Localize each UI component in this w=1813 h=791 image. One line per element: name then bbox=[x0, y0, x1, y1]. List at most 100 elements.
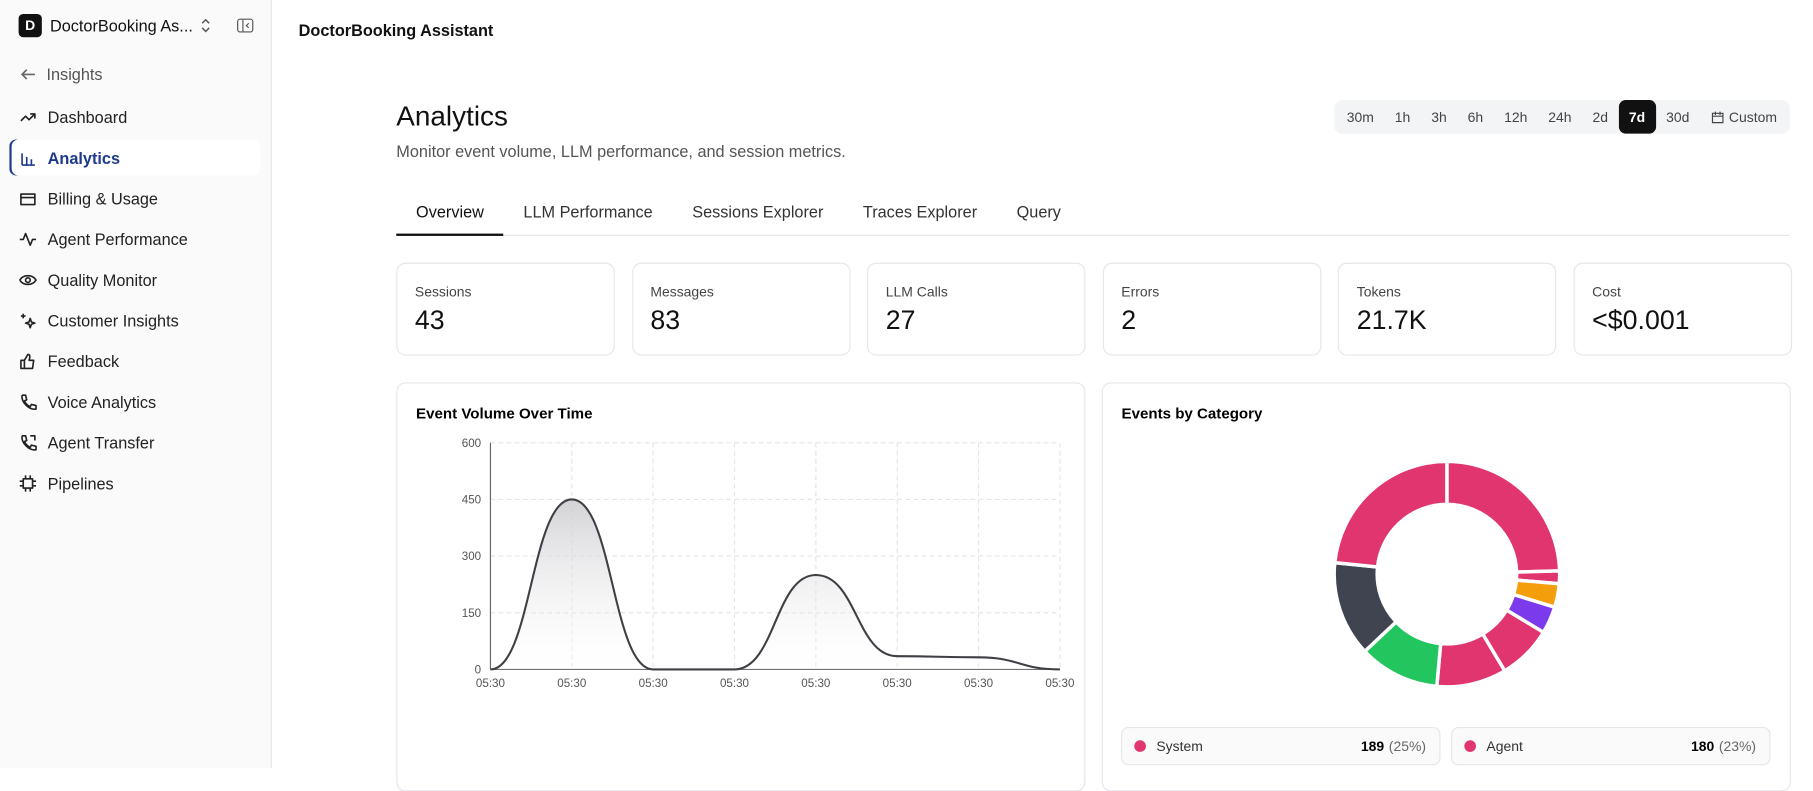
legend-item bbox=[1120, 726, 1441, 766]
nav-item[interactable]: Agent Performance bbox=[9, 221, 260, 257]
icon-path bbox=[21, 435, 37, 451]
nav-item[interactable]: Dashboard bbox=[9, 99, 260, 135]
nav-label[interactable]: Feedback bbox=[47, 352, 120, 371]
legend-dot bbox=[1134, 740, 1146, 752]
chevrons-icon[interactable] bbox=[198, 16, 214, 35]
nav-icon bbox=[19, 475, 37, 493]
x-tick-label: 05:30 bbox=[720, 677, 749, 690]
legend-percent: (25%) bbox=[1389, 738, 1426, 754]
x-tick-label: 05:30 bbox=[1045, 677, 1074, 690]
time-range-button[interactable]: Custom bbox=[1700, 100, 1788, 134]
time-range-label[interactable]: 7d bbox=[1628, 108, 1646, 125]
time-range-label[interactable]: 2d bbox=[1592, 108, 1609, 125]
nav-item[interactable]: Quality Monitor bbox=[9, 262, 260, 298]
time-range-label[interactable]: Custom bbox=[1728, 108, 1777, 125]
nav-icon bbox=[20, 192, 36, 205]
legend-item bbox=[1450, 726, 1771, 766]
nav-label[interactable]: Agent Transfer bbox=[47, 433, 155, 453]
time-range-button[interactable]: 30d bbox=[1656, 100, 1700, 134]
legend-label: System bbox=[1156, 738, 1202, 754]
chart-title: Events by Category bbox=[1122, 405, 1264, 422]
nav-item[interactable]: Voice Analytics bbox=[9, 384, 260, 420]
nav-label[interactable]: Dashboard bbox=[47, 107, 128, 127]
time-range-button[interactable]: 30m bbox=[1336, 100, 1384, 134]
tab[interactable]: Sessions Explorer bbox=[692, 202, 824, 221]
nav-label[interactable]: Billing & Usage bbox=[47, 189, 158, 208]
time-range-button[interactable]: 24h bbox=[1538, 100, 1582, 134]
time-range-label[interactable]: 30m bbox=[1346, 108, 1374, 125]
tab[interactable]: LLM Performance bbox=[523, 202, 653, 221]
nav-icon bbox=[21, 152, 35, 166]
line bbox=[490, 498, 1060, 671]
time-range-label[interactable]: 6h bbox=[1467, 108, 1484, 125]
nav-label[interactable]: Analytics bbox=[47, 148, 120, 167]
legend-dot bbox=[1464, 740, 1476, 752]
nav-icon bbox=[19, 232, 37, 246]
stat-card: Errors 2 bbox=[1102, 262, 1322, 356]
x-tick-label: 05:30 bbox=[639, 677, 668, 690]
workspace-logo[interactable]: D bbox=[18, 13, 42, 38]
icon-path bbox=[19, 475, 37, 493]
back-link[interactable]: Insights bbox=[46, 65, 103, 84]
time-range-label[interactable]: 3h bbox=[1431, 108, 1447, 125]
page-subtitle: Monitor event volume, LLM performance, a… bbox=[396, 141, 846, 161]
pie-slice bbox=[1332, 459, 1449, 569]
x-tick-label: 05:30 bbox=[964, 677, 993, 690]
area bbox=[490, 499, 1060, 670]
header-title: DoctorBooking Assistant bbox=[298, 20, 494, 40]
time-range-button[interactable]: 12h bbox=[1494, 100, 1538, 134]
time-range-label[interactable]: 12h bbox=[1504, 108, 1528, 125]
time-range-label[interactable]: 30d bbox=[1666, 108, 1690, 125]
workspace-name[interactable]: DoctorBooking As... bbox=[49, 16, 193, 35]
time-range-button[interactable]: 2d bbox=[1582, 100, 1618, 134]
nav-item[interactable]: Billing & Usage bbox=[9, 180, 260, 216]
pie-card: Events by Category System (25%) 189 Agent (23… bbox=[1101, 382, 1791, 791]
icon-path bbox=[21, 152, 35, 166]
tab[interactable]: Overview bbox=[396, 188, 505, 236]
icon-path bbox=[20, 192, 36, 205]
legend-value: 180 bbox=[1691, 738, 1715, 754]
stat-label: LLM Calls bbox=[885, 283, 948, 300]
calendar-icon bbox=[1711, 110, 1724, 123]
line-card: Event Volume Over Time 0 150 300 450 600 05:30… bbox=[396, 382, 1086, 791]
y-tick-label: 0 bbox=[475, 663, 481, 676]
tab[interactable]: Query bbox=[1016, 202, 1061, 221]
nav-item[interactable]: Agent Transfer bbox=[9, 425, 260, 461]
nav-label[interactable]: Customer Insights bbox=[47, 311, 179, 331]
pie-chart: Events by Category System (25%)189 Agent (23… bbox=[1120, 405, 1771, 766]
back-icon[interactable] bbox=[19, 66, 38, 82]
stat-label: Errors bbox=[1121, 283, 1160, 300]
collapse-icon[interactable] bbox=[236, 16, 255, 35]
stat-label: Tokens bbox=[1356, 283, 1401, 300]
time-range-label[interactable]: 24h bbox=[1548, 108, 1572, 125]
time-range-button[interactable]: 1h bbox=[1384, 100, 1420, 134]
nav-item[interactable]: Pipelines bbox=[9, 466, 260, 502]
time-range-label[interactable]: 1h bbox=[1394, 108, 1411, 125]
nav-item[interactable]: Analytics bbox=[9, 139, 261, 176]
nav-label[interactable]: Pipelines bbox=[47, 474, 114, 494]
stat-value: 43 bbox=[414, 304, 445, 335]
x-tick-label: 05:30 bbox=[476, 677, 505, 690]
y-tick-label: 300 bbox=[462, 550, 481, 563]
legend-percent: (23%) bbox=[1719, 738, 1756, 754]
nav-item[interactable]: Customer Insights bbox=[9, 303, 260, 339]
time-range-button[interactable]: 7d bbox=[1618, 99, 1656, 134]
nav-item[interactable]: Feedback bbox=[9, 344, 260, 380]
x-tick-label: 05:30 bbox=[557, 677, 586, 690]
chart-title: Event Volume Over Time bbox=[416, 405, 592, 422]
nav-label[interactable]: Agent Performance bbox=[47, 229, 188, 249]
tab[interactable]: Traces Explorer bbox=[862, 202, 978, 221]
nav-label[interactable]: Voice Analytics bbox=[47, 393, 157, 412]
stat-value: 83 bbox=[650, 304, 681, 335]
nav-icon bbox=[21, 394, 37, 411]
time-range-button[interactable]: 6h bbox=[1457, 100, 1493, 134]
time-range-button[interactable]: 3h bbox=[1421, 100, 1457, 134]
nav-label[interactable]: Quality Monitor bbox=[47, 270, 158, 290]
stat-card: Cost <$0.001 bbox=[1573, 262, 1793, 356]
icon-path bbox=[1711, 110, 1724, 123]
sidebar: D DoctorBooking As... Insights Dashboard… bbox=[0, 0, 272, 769]
stat-card: Tokens 21.7K bbox=[1338, 262, 1557, 356]
icon-path bbox=[19, 232, 37, 246]
time-range-group: 30m 1h 3h 6h 12h 24h 2d 7d 30d Custom bbox=[1333, 99, 1790, 134]
